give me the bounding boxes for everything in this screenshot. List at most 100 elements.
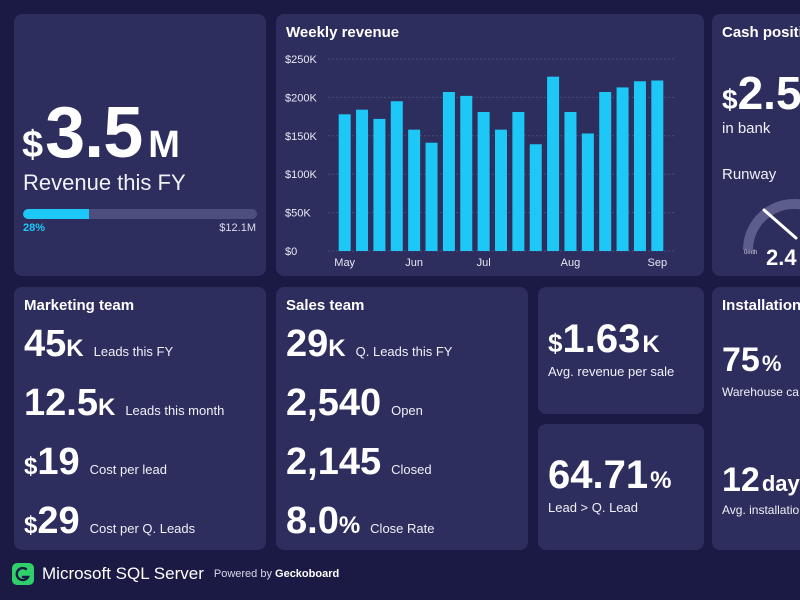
- revenue-prefix: $: [22, 124, 44, 166]
- x-tick-label: Aug: [561, 257, 581, 269]
- x-tick-label: Jun: [405, 257, 423, 269]
- metric-label: Close Rate: [370, 521, 435, 536]
- dashboard-title: Microsoft SQL Server: [42, 564, 204, 583]
- sales-team-widget: Sales team 29 K Q. Leads this FY 2,540 O…: [276, 287, 528, 550]
- chart-bar: [408, 129, 421, 251]
- runway-gauge: [742, 198, 800, 251]
- metric-value: 2,145: [286, 441, 382, 483]
- avg-revenue-per-sale-widget: $ 1.63 K Avg. revenue per sale: [538, 287, 704, 414]
- chart-bar: [633, 81, 646, 251]
- lead-conversion-widget: 64.71 % Lead > Q. Lead: [538, 424, 704, 550]
- x-tick-label: May: [334, 257, 355, 269]
- marketing-metric-row: 12.5 K Leads this month: [24, 382, 224, 425]
- chart-bar: [547, 76, 560, 251]
- chart-bar: [581, 133, 594, 251]
- chart-bar: [356, 109, 369, 251]
- metric-value: 45: [24, 323, 67, 365]
- chart-bar: [564, 111, 577, 251]
- revenue-value: $ 3.5 M: [22, 92, 180, 174]
- sales-metric-row: 29 K Q. Leads this FY: [286, 323, 452, 366]
- chart-bar: [651, 80, 664, 251]
- chart-bar: [460, 95, 473, 251]
- revenue-widget: $ 3.5 M Revenue this FY 28% $12.1M: [14, 14, 266, 276]
- metric-value: 8.0: [286, 500, 339, 542]
- chart-bar: [495, 129, 507, 251]
- x-tick-label: Sep: [648, 257, 668, 269]
- installation-stat-number: 75: [722, 341, 760, 379]
- revenue-progress-percent: 28%: [23, 222, 46, 234]
- metric-suffix: K: [328, 335, 346, 362]
- marketing-metric-row: $ 29 Cost per Q. Leads: [24, 500, 195, 543]
- sales-metric-row: 2,540 Open: [286, 382, 423, 425]
- metric-suffix: %: [338, 512, 361, 539]
- installation-stat-label: Avg. installatio: [722, 503, 800, 517]
- runway-label: Runway: [722, 166, 777, 183]
- y-tick-label: $50K: [285, 208, 311, 220]
- weekly-revenue-chart: $0 $50K $100K $150K $200K $250K May Jun Jul Aug Se…: [285, 54, 676, 269]
- avg-revenue-suffix: K: [642, 331, 660, 358]
- runway-gauge-min: 0mth: [744, 250, 758, 256]
- avg-revenue-prefix: $: [548, 328, 563, 358]
- geckoboard-logo-icon: [12, 563, 34, 585]
- metric-value: 12.5: [24, 382, 98, 424]
- revenue-progress-fill: [23, 209, 89, 219]
- metric-label: Q. Leads this FY: [355, 344, 453, 359]
- powered-by-label: Powered by Geckoboard: [214, 568, 339, 580]
- powered-by-brand: Geckoboard: [275, 568, 340, 580]
- marketing-team-title: Marketing team: [24, 297, 135, 314]
- marketing-metric-row: $ 19 Cost per lead: [24, 441, 167, 484]
- lead-conversion-label: Lead > Q. Lead: [548, 500, 638, 515]
- cash-position-title: Cash positi: [722, 24, 800, 41]
- metric-value: 29: [37, 500, 80, 542]
- avg-revenue-value: $ 1.63 K: [548, 317, 660, 362]
- installation-stat-label: Warehouse ca: [722, 385, 799, 399]
- metric-value: 29: [286, 323, 329, 365]
- revenue-suffix: M: [148, 124, 180, 166]
- metric-prefix: $: [24, 453, 38, 480]
- metric-label: Closed: [391, 462, 432, 477]
- avg-revenue-number: 1.63: [562, 317, 641, 361]
- lead-conversion-suffix: %: [650, 467, 672, 494]
- marketing-metric-row: 45 K Leads this FY: [24, 323, 173, 366]
- lead-conversion-number: 64.71: [548, 453, 649, 497]
- metric-suffix: K: [97, 394, 116, 421]
- metric-label: Cost per Q. Leads: [89, 521, 196, 536]
- chart-bar: [512, 111, 525, 251]
- weekly-revenue-title: Weekly revenue: [286, 24, 400, 41]
- chart-bar: [338, 114, 351, 252]
- weekly-revenue-widget: Weekly revenue $0 $50K $100K $150K $200K $250…: [276, 14, 704, 276]
- chart-bar: [616, 87, 629, 251]
- runway-gauge-value: 2.4: [766, 245, 797, 270]
- y-tick-label: $100K: [285, 169, 317, 181]
- installation-widget: Installation 75 % Warehouse ca 12 day Av…: [712, 287, 800, 550]
- installation-stat-number: 12: [722, 461, 760, 499]
- metric-label: Leads this FY: [93, 344, 174, 359]
- sales-metric-row: 2,145 Closed: [286, 441, 432, 484]
- y-tick-label: $0: [285, 246, 297, 258]
- y-tick-label: $200K: [285, 92, 317, 104]
- metric-label: Leads this month: [125, 403, 225, 418]
- y-tick-label: $150K: [285, 131, 317, 143]
- cash-prefix: $: [722, 84, 738, 115]
- metric-prefix: $: [24, 512, 38, 539]
- chart-bar: [599, 92, 612, 251]
- installation-stat-suffix: day: [761, 471, 800, 496]
- chart-bar: [442, 92, 455, 251]
- dashboard-footer: Microsoft SQL Server Powered by Geckoboa…: [12, 562, 339, 586]
- runway-gauge-arc: [742, 198, 800, 251]
- revenue-progress-bar: [23, 209, 257, 219]
- chart-bar: [425, 142, 438, 251]
- installation-stat-value: 75 %: [722, 341, 781, 380]
- metric-value: 2,540: [286, 382, 382, 424]
- powered-by-text: Powered by: [213, 568, 272, 580]
- chart-bar: [477, 111, 490, 251]
- revenue-target: $12.1M: [219, 222, 256, 234]
- cash-position-widget: Cash positi $ 2.5 in bank Runway 0mth 2.…: [712, 14, 800, 276]
- marketing-team-widget: Marketing team 45 K Leads this FY 12.5 K…: [14, 287, 266, 550]
- avg-revenue-label: Avg. revenue per sale: [548, 364, 675, 379]
- revenue-label: Revenue this FY: [23, 170, 186, 195]
- metric-value: 19: [37, 441, 80, 483]
- sales-team-title: Sales team: [286, 297, 365, 314]
- metric-suffix: K: [66, 335, 84, 362]
- runway-gauge-needle: [762, 208, 798, 240]
